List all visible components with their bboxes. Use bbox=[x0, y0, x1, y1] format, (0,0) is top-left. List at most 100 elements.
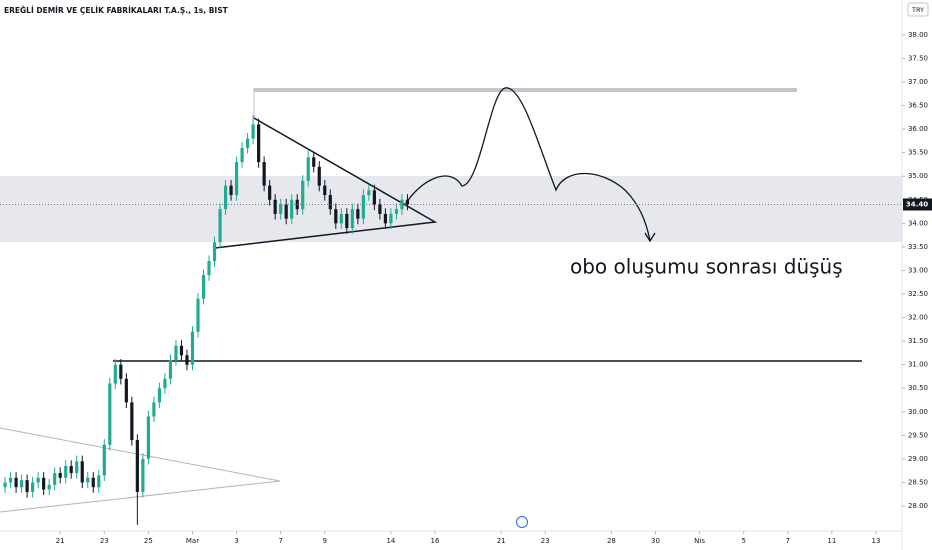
candle-body bbox=[234, 162, 239, 196]
candle-body bbox=[179, 345, 184, 356]
candle-body bbox=[400, 199, 404, 210]
candle-body bbox=[405, 199, 410, 205]
x-tick-label: 30 bbox=[651, 537, 660, 545]
candle-body bbox=[290, 199, 294, 219]
last-price-label: 34.40 bbox=[906, 200, 928, 208]
candle-body bbox=[157, 388, 162, 403]
y-tick-label: 30.50 bbox=[908, 384, 928, 392]
candle-body bbox=[257, 124, 261, 163]
x-tick-label: 14 bbox=[386, 537, 395, 545]
candle-body bbox=[372, 190, 376, 205]
candle-body bbox=[124, 378, 128, 403]
x-tick-label: 5 bbox=[741, 537, 745, 545]
candle-body bbox=[97, 475, 101, 488]
x-tick-label: 28 bbox=[607, 537, 616, 545]
candle-body bbox=[58, 473, 62, 478]
candle-body bbox=[207, 261, 211, 276]
candle-body bbox=[378, 204, 382, 214]
candle-body bbox=[268, 185, 272, 200]
y-tick-label: 34.00 bbox=[908, 219, 928, 227]
x-tick-label: 23 bbox=[100, 537, 109, 545]
candle-body bbox=[229, 185, 233, 196]
candle-body bbox=[113, 364, 117, 384]
candle-body bbox=[334, 209, 338, 224]
candle-body bbox=[53, 473, 57, 485]
candle-body bbox=[8, 477, 13, 483]
annotation: obo oluşumu sonrası düşüş bbox=[570, 255, 843, 279]
x-tick-label: 3 bbox=[234, 537, 238, 545]
candle-body bbox=[394, 209, 399, 214]
candle-body bbox=[273, 199, 277, 214]
candle-body bbox=[64, 465, 68, 478]
candle-body bbox=[240, 147, 244, 163]
candle-body bbox=[323, 185, 327, 196]
candle-body bbox=[86, 477, 90, 483]
candle-body bbox=[141, 458, 145, 492]
candle-body bbox=[356, 209, 360, 219]
candle-body bbox=[75, 461, 79, 474]
y-tick-label: 36.00 bbox=[908, 125, 928, 133]
y-tick-label: 29.50 bbox=[908, 431, 928, 439]
candle-body bbox=[361, 195, 365, 219]
resistance-zone bbox=[0, 176, 902, 242]
candle-body bbox=[69, 465, 73, 474]
x-tick-label: 25 bbox=[144, 537, 153, 545]
candle-body bbox=[251, 124, 255, 139]
y-tick-label: 28.00 bbox=[908, 502, 928, 510]
y-tick-label: 37.00 bbox=[908, 78, 928, 86]
candle-body bbox=[42, 477, 46, 490]
x-tick-label: 7 bbox=[786, 537, 790, 545]
candle-body bbox=[201, 275, 206, 299]
last-price-tag bbox=[903, 198, 932, 211]
candle-body bbox=[389, 213, 393, 224]
y-tick-label: 29.00 bbox=[908, 455, 928, 463]
currency: TRY bbox=[911, 6, 924, 14]
candle-body bbox=[152, 402, 156, 417]
candle-body bbox=[119, 364, 123, 379]
x-tick-label: 7 bbox=[278, 537, 282, 545]
y-tick-label: 31.50 bbox=[908, 337, 928, 345]
candle-body bbox=[279, 204, 283, 214]
candle-body bbox=[190, 331, 195, 365]
y-tick-label: 35.50 bbox=[908, 149, 928, 157]
candle-body bbox=[345, 213, 349, 229]
candle-body bbox=[130, 402, 134, 441]
candle-body bbox=[80, 461, 84, 483]
event-icon[interactable] bbox=[516, 516, 528, 528]
x-tick-label: Nis bbox=[694, 537, 705, 545]
candle-body bbox=[31, 482, 35, 492]
candle-body bbox=[262, 162, 266, 186]
candle-body bbox=[212, 242, 217, 262]
candle-body bbox=[91, 477, 95, 488]
x-tick-label: Mar bbox=[186, 537, 199, 545]
candle-body bbox=[3, 482, 7, 488]
candle-body bbox=[284, 204, 288, 219]
x-tick-label: 21 bbox=[497, 537, 506, 545]
x-tick-label: 11 bbox=[827, 537, 836, 545]
candle-body bbox=[328, 195, 332, 210]
candle-body bbox=[108, 383, 112, 445]
currency-box[interactable] bbox=[907, 2, 929, 17]
y-tick-label: 32.50 bbox=[908, 290, 928, 298]
projection-curve bbox=[404, 87, 651, 241]
candle-body bbox=[367, 190, 371, 196]
candle-body bbox=[246, 138, 250, 148]
projection-arrowhead bbox=[644, 232, 656, 243]
x-tick-label: 21 bbox=[56, 537, 65, 545]
y-tick-label: 37.50 bbox=[908, 54, 928, 62]
candle-body bbox=[135, 440, 139, 492]
symbol-title: EREĞLİ DEMİR VE ÇELİK FABRİKALARI T.A.Ş.… bbox=[4, 6, 229, 15]
candle-body bbox=[185, 355, 189, 365]
y-tick-label: 30.00 bbox=[908, 408, 928, 416]
y-tick-label: 32.00 bbox=[908, 314, 928, 322]
candle-body bbox=[223, 185, 228, 210]
candle-body bbox=[317, 166, 321, 186]
candle-body bbox=[168, 359, 173, 379]
candle-body bbox=[163, 378, 167, 389]
y-tick-label: 31.00 bbox=[908, 361, 928, 369]
candle-body bbox=[20, 480, 24, 488]
x-tick-label: 23 bbox=[541, 537, 550, 545]
candle-body bbox=[312, 157, 316, 167]
